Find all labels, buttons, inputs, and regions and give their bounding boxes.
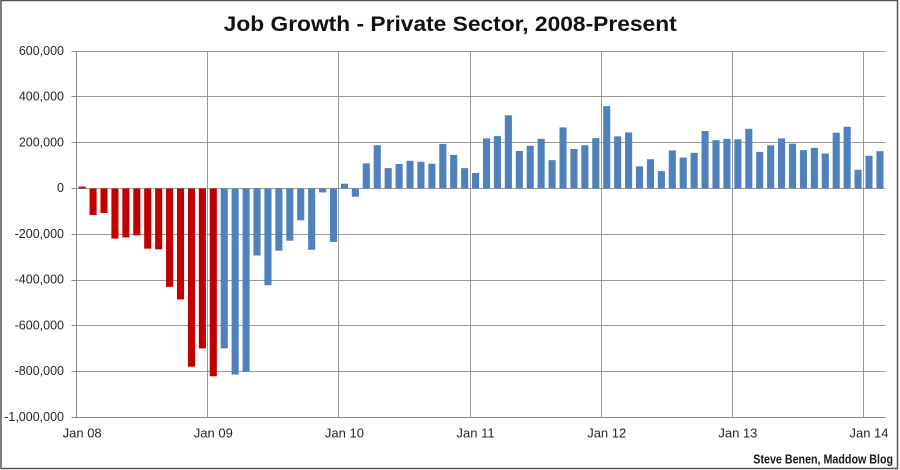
svg-text:-600,000: -600,000 (15, 318, 64, 332)
svg-text:Jan 08: Jan 08 (63, 425, 102, 440)
svg-text:Jan 10: Jan 10 (325, 425, 364, 440)
svg-text:600,000: 600,000 (19, 44, 64, 58)
svg-text:Job Growth - Private Sector, 2: Job Growth - Private Sector, 2008-Presen… (224, 12, 677, 36)
svg-text:0: 0 (57, 181, 64, 195)
svg-text:Jan 14: Jan 14 (849, 425, 888, 440)
svg-text:Jan 11: Jan 11 (457, 425, 495, 440)
svg-text:Jan 09: Jan 09 (194, 425, 233, 440)
svg-text:Jan 12: Jan 12 (587, 425, 626, 440)
svg-text:400,000: 400,000 (19, 90, 64, 104)
svg-text:-400,000: -400,000 (15, 273, 64, 287)
svg-text:200,000: 200,000 (19, 135, 64, 149)
svg-text:-800,000: -800,000 (15, 364, 64, 378)
svg-text:Steve Benen, Maddow Blog: Steve Benen, Maddow Blog (753, 452, 893, 466)
svg-text:Jan 13: Jan 13 (718, 425, 757, 440)
svg-text:-200,000: -200,000 (15, 227, 64, 241)
svg-text:-1,000,000: -1,000,000 (4, 410, 64, 424)
